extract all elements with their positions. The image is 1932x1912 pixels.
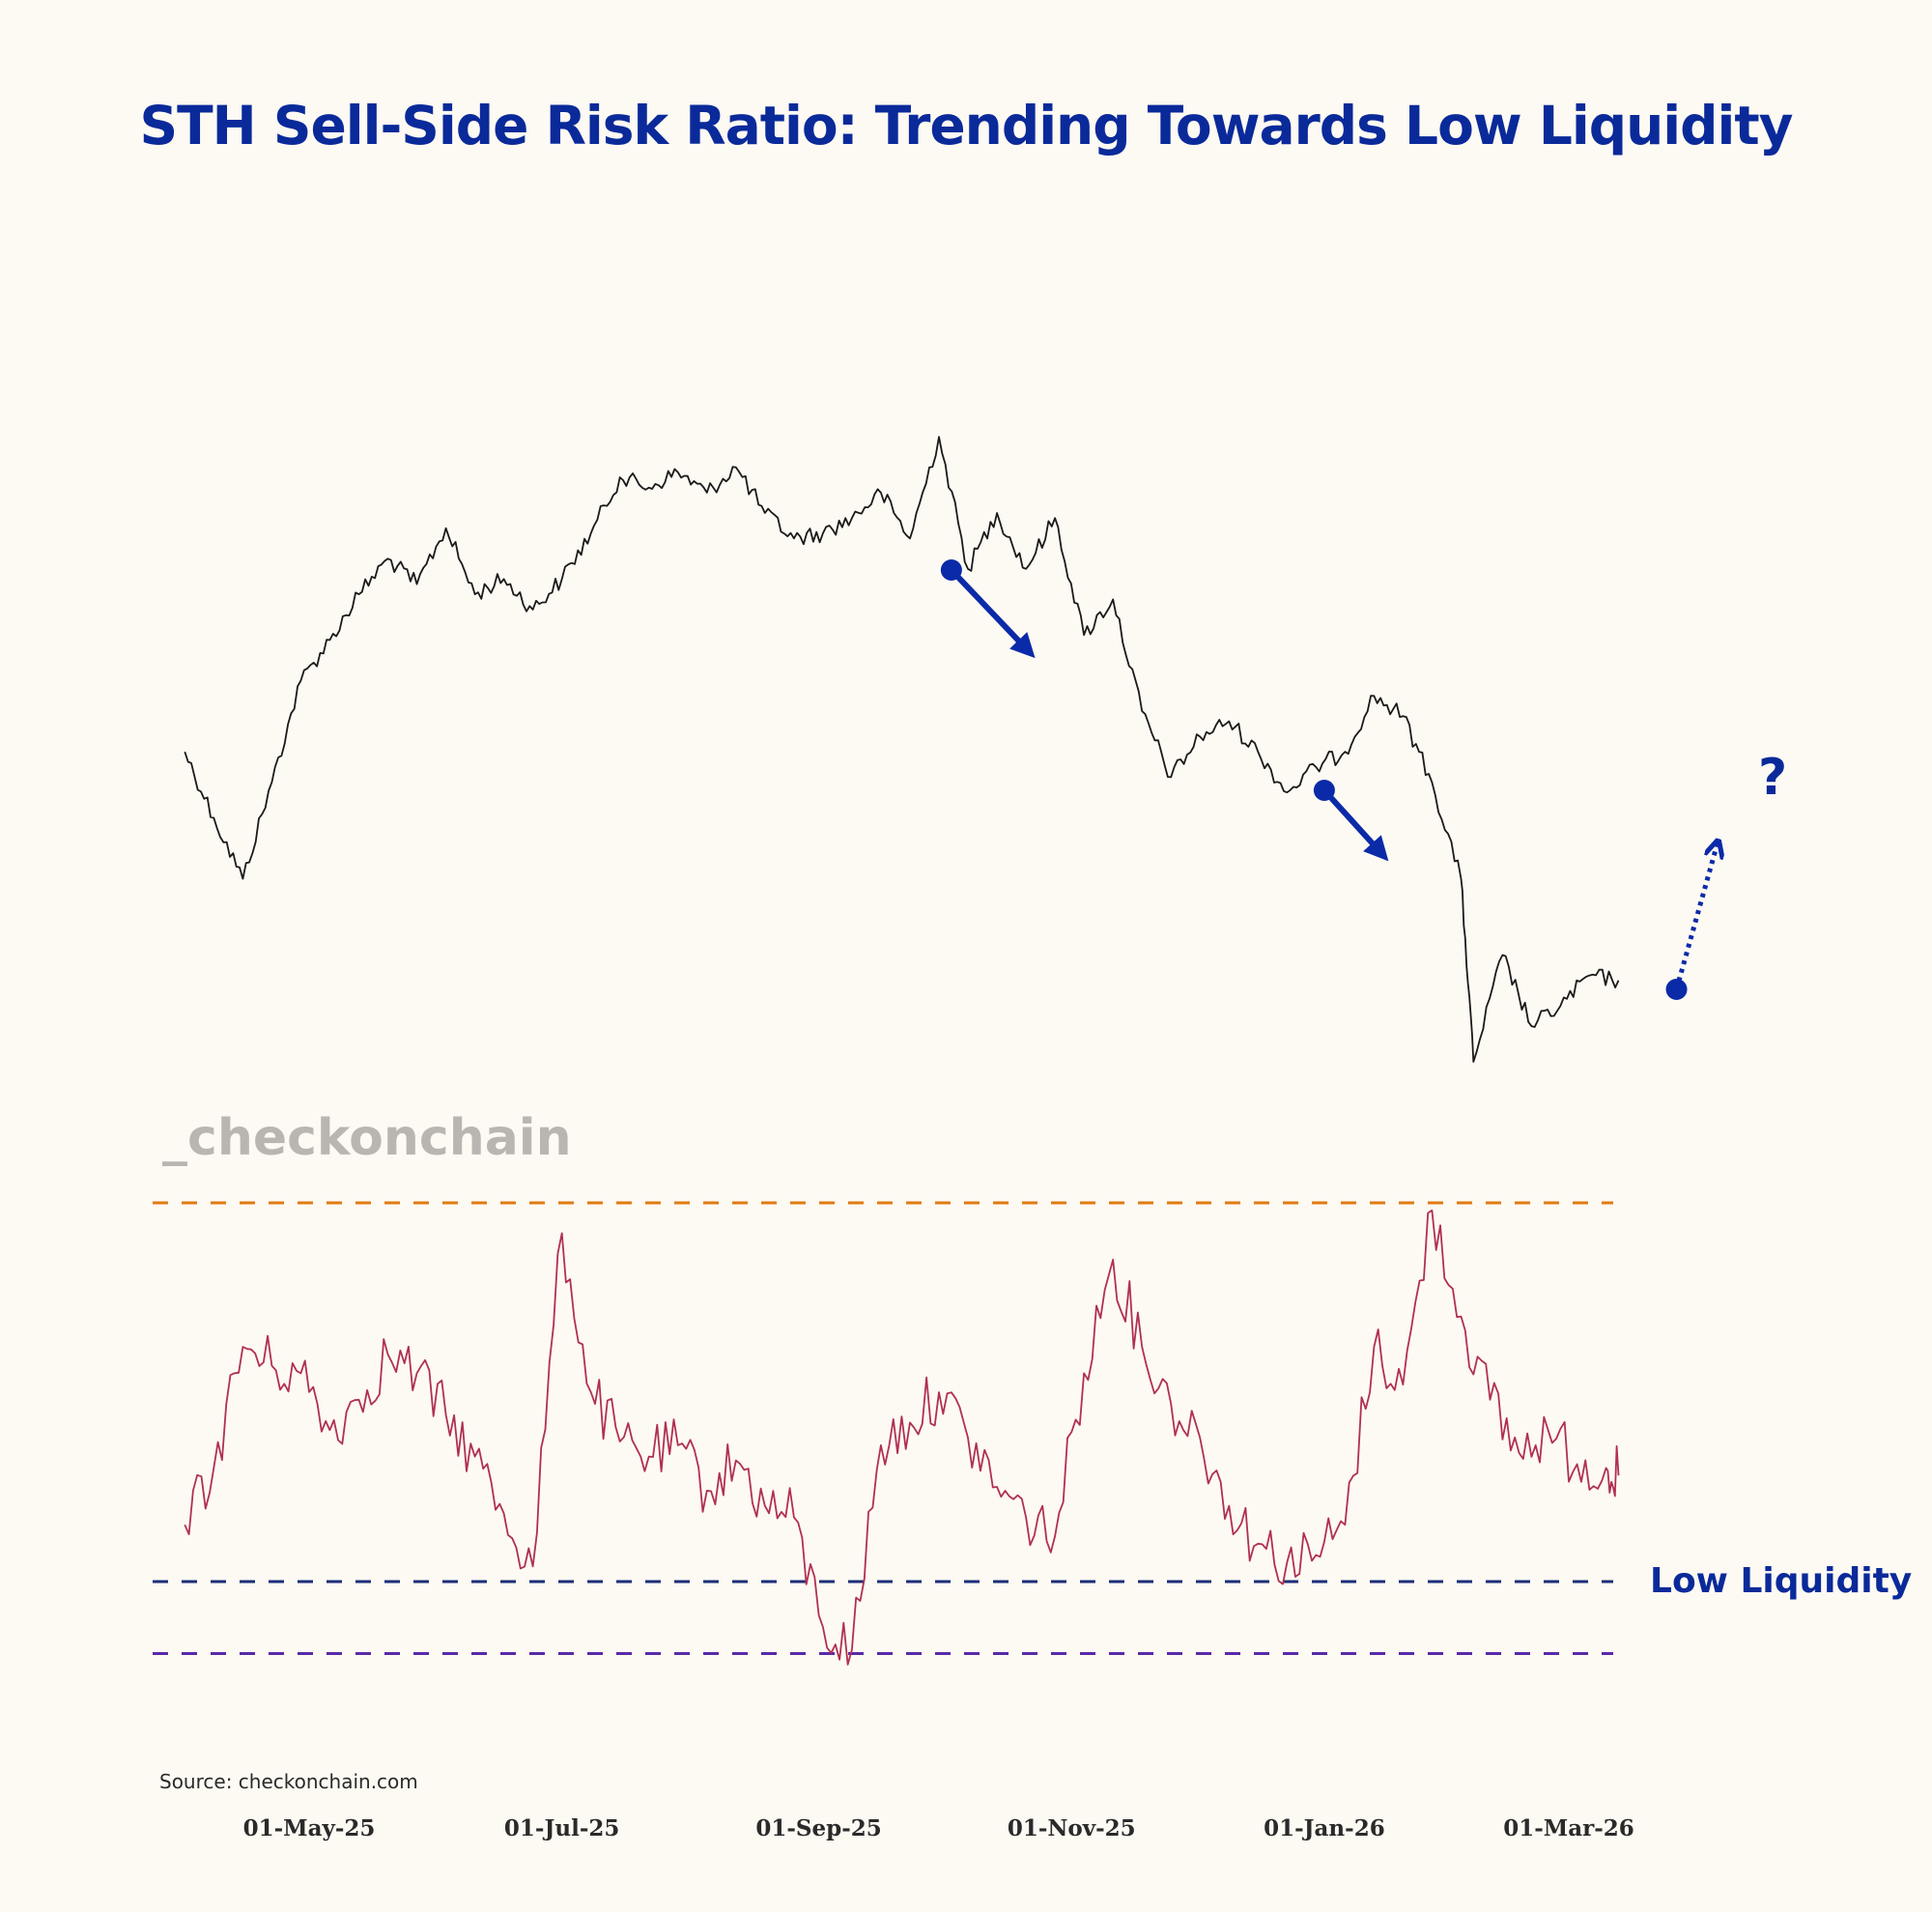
down-arrow-1 (940, 559, 1036, 659)
x-tick-label: 01-Mar-26 (1503, 1815, 1634, 1841)
watermark: _checkonchain (162, 1109, 572, 1167)
x-tick-label: 01-Jul-25 (504, 1815, 619, 1841)
source-note: Source: checkonchain.com (159, 1770, 418, 1793)
down-arrow-2 (1313, 780, 1389, 862)
series-lines (184, 436, 1620, 1666)
low-liquidity-label: Low Liquidity (1650, 1561, 1912, 1601)
x-axis-ticks: 01-May-25 01-Jul-25 01-Sep-25 01-Nov-25 01-J… (243, 1815, 1634, 1841)
reference-lines (153, 1201, 1613, 1655)
x-tick-label: 01-Nov-25 (1008, 1815, 1136, 1841)
price-line (184, 436, 1620, 1063)
annotations: ? (940, 559, 1787, 1000)
dotted-up-arrow (1665, 844, 1718, 1000)
question-mark: ? (1758, 749, 1787, 807)
x-tick-label: 01-May-25 (243, 1815, 376, 1841)
ratio-line (184, 1209, 1620, 1666)
x-tick-label: 01-Jan-26 (1264, 1815, 1385, 1841)
x-tick-label: 01-Sep-25 (755, 1815, 881, 1841)
chart-title: STH Sell-Side Risk Ratio: Trending Towar… (139, 95, 1794, 157)
